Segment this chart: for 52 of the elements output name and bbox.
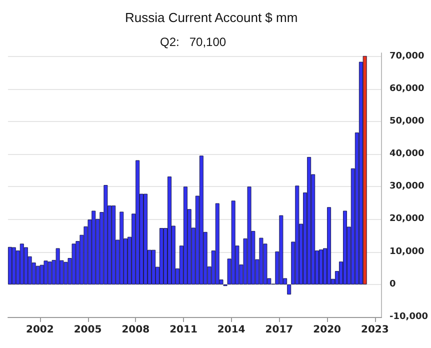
bar — [259, 238, 264, 284]
bar — [152, 250, 156, 284]
y-tick-label: 70,000 — [390, 51, 424, 62]
bar — [199, 156, 204, 284]
y-tick-label: 30,000 — [390, 182, 424, 192]
text: Q2: 70,100 — [160, 35, 226, 49]
y-tick-label: 40,000 — [390, 149, 424, 160]
bar — [104, 185, 108, 284]
x-tick-label: 2023 — [361, 324, 389, 336]
bar — [231, 200, 236, 284]
bar — [287, 284, 292, 295]
x-tick-label: 2017 — [265, 324, 294, 336]
bar — [48, 262, 52, 284]
bar — [307, 156, 312, 284]
bar — [24, 247, 28, 284]
bar — [64, 262, 68, 284]
y-tick-label: 10,000 — [390, 246, 424, 257]
y-tick-label: 50,000 — [390, 116, 424, 126]
x-tick-label: 2011 — [170, 324, 198, 336]
bar — [144, 194, 148, 284]
bar — [342, 210, 347, 284]
x-tick-label: 2008 — [122, 324, 150, 336]
y-tick-label: 0 — [390, 279, 396, 290]
x-tick-label: 2014 — [217, 324, 246, 336]
bar — [183, 186, 188, 284]
y-tick-label: 60,000 — [390, 84, 424, 94]
bar — [112, 206, 116, 284]
bar — [12, 247, 16, 284]
bar — [92, 210, 96, 284]
x-tick-label: 2020 — [313, 324, 342, 336]
y-tick-label: -10,000 — [390, 312, 428, 322]
bar — [136, 160, 140, 284]
bar — [295, 186, 300, 284]
bar — [319, 250, 323, 284]
bar — [56, 248, 60, 284]
bar — [215, 203, 220, 284]
bar — [36, 266, 40, 284]
bar — [8, 246, 12, 284]
bar — [279, 215, 284, 284]
x-tick-label: 2002 — [26, 324, 54, 336]
bar — [327, 207, 332, 284]
bar — [72, 244, 76, 284]
bar — [20, 244, 24, 284]
bar — [362, 56, 367, 284]
bar — [120, 212, 124, 284]
bar — [247, 186, 252, 284]
bar — [168, 176, 172, 284]
bar — [159, 228, 164, 284]
x-tick-label: 2005 — [74, 324, 102, 336]
chart-title: Russia Current Account $ mm — [125, 10, 298, 25]
y-tick-label: 20,000 — [390, 214, 424, 224]
bar — [44, 260, 48, 284]
